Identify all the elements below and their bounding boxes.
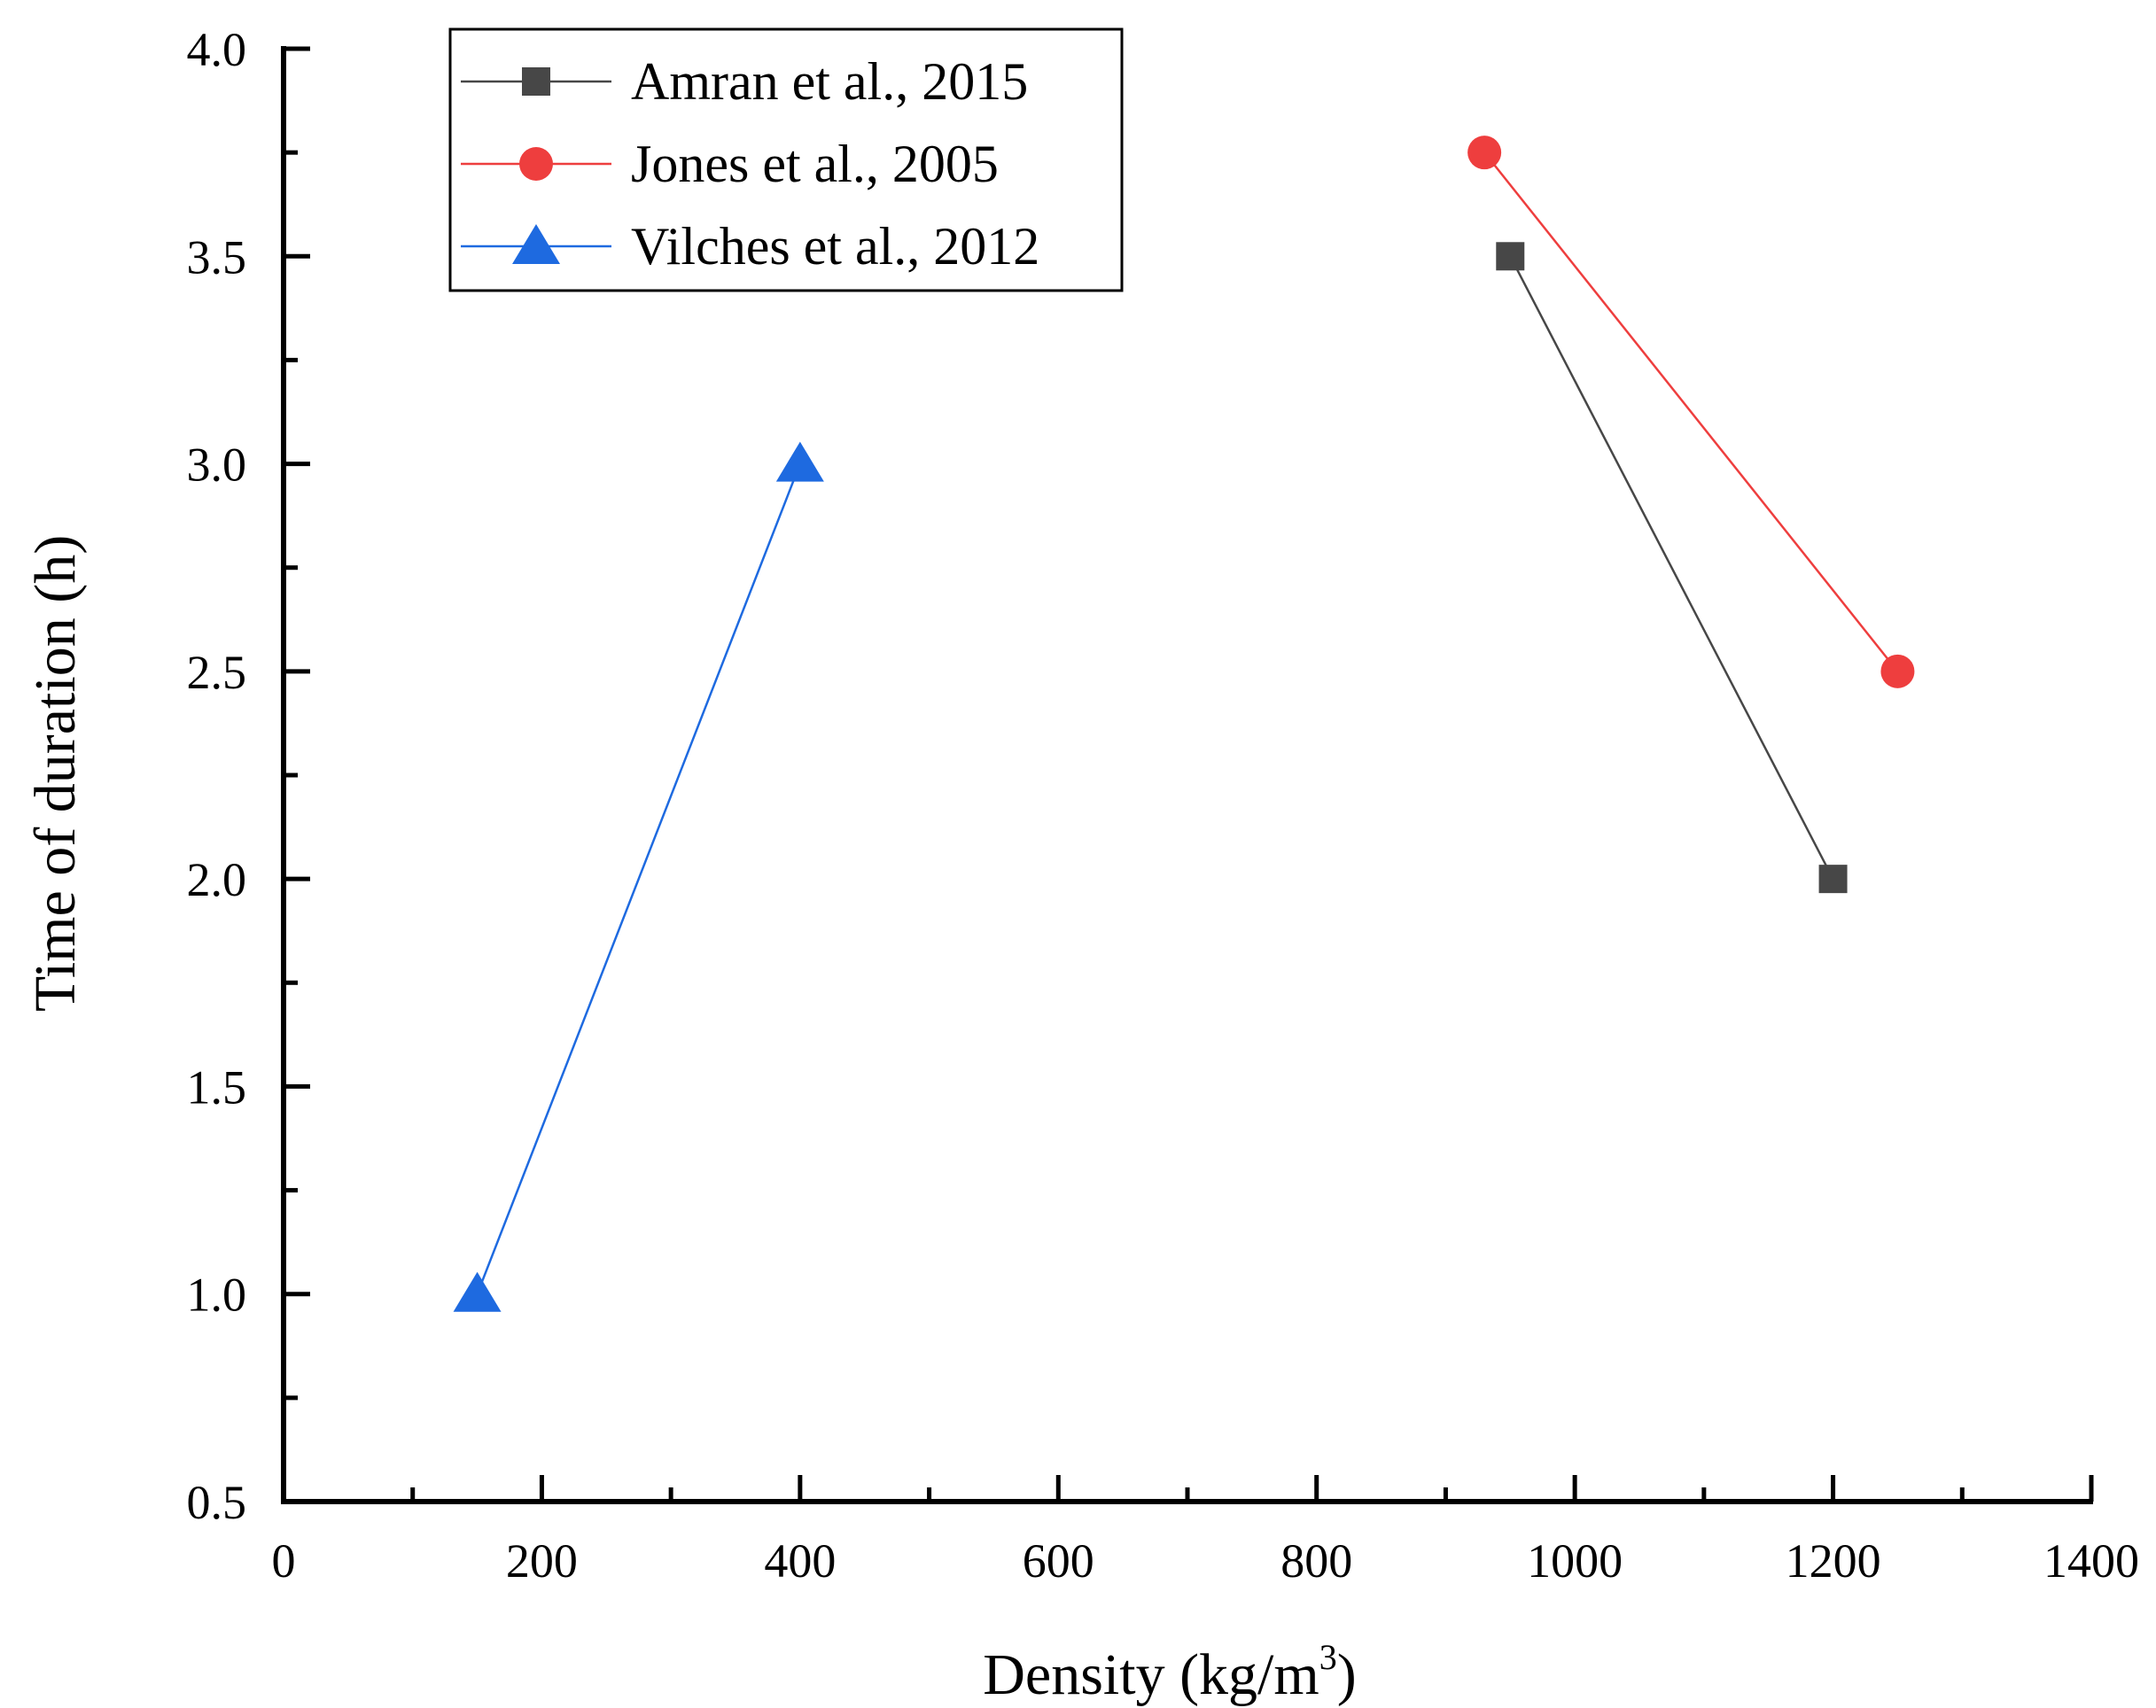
legend-label: Jones et al., 2005 bbox=[631, 135, 999, 193]
x-tick-label: 800 bbox=[1280, 1534, 1352, 1588]
y-tick-label: 4.0 bbox=[187, 23, 247, 76]
series-square bbox=[1496, 242, 1848, 894]
data-point bbox=[453, 1271, 502, 1312]
x-tick-label: 1400 bbox=[2043, 1534, 2139, 1588]
y-tick-label: 0.5 bbox=[187, 1476, 247, 1529]
x-tick-label: 1000 bbox=[1527, 1534, 1623, 1588]
series-triangle bbox=[453, 441, 824, 1312]
x-tick-label: 1200 bbox=[1786, 1534, 1881, 1588]
x-axis-title-main: Density (kg/m bbox=[983, 1642, 1319, 1707]
x-tick-label: 600 bbox=[1023, 1534, 1094, 1588]
y-tick-label: 3.0 bbox=[187, 439, 247, 492]
series-line bbox=[1509, 255, 1834, 880]
x-axis-title-end: ) bbox=[1337, 1642, 1357, 1707]
x-tick-label: 200 bbox=[506, 1534, 578, 1588]
data-point bbox=[1880, 654, 1915, 688]
x-axis-title-sup: 3 bbox=[1319, 1637, 1337, 1677]
y-axis-title: Time of duration (h) bbox=[23, 535, 88, 1012]
legend-marker bbox=[512, 224, 560, 264]
series-circle bbox=[1467, 136, 1915, 688]
axis-ticks: 0 200 400 600 800 1000 1200 1400 0.5 1.0 1.5 2.0 2.5… bbox=[187, 23, 2140, 1588]
legend-item: Jones et al., 2005 bbox=[461, 135, 999, 193]
data-point bbox=[1818, 865, 1848, 894]
legend-label: Vilches et al., 2012 bbox=[631, 217, 1039, 276]
plot-area bbox=[453, 136, 1915, 1312]
data-point bbox=[1467, 136, 1502, 170]
legend-marker bbox=[519, 147, 553, 181]
data-point bbox=[1496, 242, 1525, 271]
x-axis-title: Density (kg/m3) bbox=[983, 1637, 1356, 1707]
y-tick-label: 1.0 bbox=[187, 1269, 247, 1322]
y-tick-label: 1.5 bbox=[187, 1060, 247, 1114]
legend-marker bbox=[522, 67, 550, 96]
axes bbox=[281, 46, 2093, 1504]
y-tick-label: 3.5 bbox=[187, 230, 247, 283]
y-tick-label: 2.5 bbox=[187, 646, 247, 699]
legend-item: Vilches et al., 2012 bbox=[461, 217, 1039, 276]
series-line bbox=[1483, 151, 1899, 672]
legend-label: Amran et al., 2015 bbox=[631, 52, 1028, 111]
x-tick-label: 400 bbox=[764, 1534, 836, 1588]
data-point bbox=[775, 441, 824, 482]
legend-item: Amran et al., 2015 bbox=[461, 52, 1028, 111]
legend: Amran et al., 2015 Jones et al., 2005 Vilc… bbox=[448, 27, 1124, 292]
x-tick-label: 0 bbox=[272, 1534, 296, 1588]
y-tick-label: 2.0 bbox=[187, 853, 247, 906]
series-line bbox=[476, 463, 802, 1295]
